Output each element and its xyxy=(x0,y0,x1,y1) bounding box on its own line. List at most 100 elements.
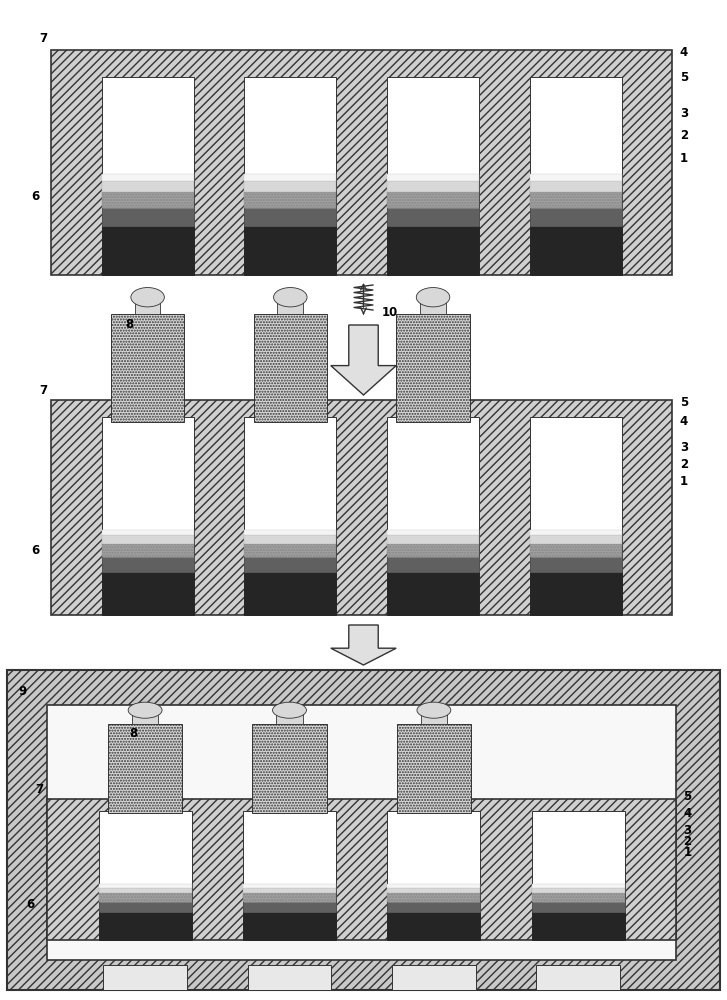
Text: 1: 1 xyxy=(680,151,688,164)
Text: 3: 3 xyxy=(680,107,688,120)
Bar xyxy=(244,180,337,192)
Bar xyxy=(531,902,624,912)
Bar xyxy=(387,535,479,544)
Bar xyxy=(244,530,337,535)
Bar xyxy=(531,888,624,893)
Text: 4: 4 xyxy=(680,46,688,59)
Bar xyxy=(99,888,192,893)
Text: 7: 7 xyxy=(39,384,47,397)
Bar xyxy=(254,314,327,422)
Bar xyxy=(99,912,192,940)
Bar xyxy=(102,417,193,615)
Bar xyxy=(103,965,187,990)
Bar xyxy=(99,902,192,912)
Bar xyxy=(51,400,672,615)
Bar xyxy=(530,174,622,180)
Bar xyxy=(387,77,479,275)
Text: 2: 2 xyxy=(680,129,688,142)
Text: 6: 6 xyxy=(32,544,40,557)
Bar xyxy=(397,724,471,813)
Bar xyxy=(387,174,479,180)
Text: 2: 2 xyxy=(680,458,688,471)
Bar xyxy=(102,544,193,557)
Bar xyxy=(244,572,337,615)
Ellipse shape xyxy=(417,288,450,307)
Bar xyxy=(102,208,193,226)
Bar xyxy=(248,965,332,990)
Polygon shape xyxy=(331,325,396,395)
Bar xyxy=(387,811,481,940)
Bar xyxy=(99,884,192,888)
Text: 4: 4 xyxy=(680,415,688,428)
Bar xyxy=(530,572,622,615)
Ellipse shape xyxy=(128,702,162,718)
Bar xyxy=(7,670,720,990)
Ellipse shape xyxy=(417,702,451,718)
Bar xyxy=(530,557,622,572)
Bar xyxy=(387,884,481,888)
Bar xyxy=(530,208,622,226)
Bar xyxy=(396,314,470,422)
Text: 6: 6 xyxy=(26,898,34,911)
Bar xyxy=(420,301,446,314)
Bar xyxy=(102,572,193,615)
Text: 10: 10 xyxy=(382,306,398,318)
Polygon shape xyxy=(331,625,396,665)
Bar xyxy=(387,572,479,615)
Ellipse shape xyxy=(273,288,307,307)
Bar xyxy=(134,301,161,314)
Ellipse shape xyxy=(131,288,164,307)
Bar xyxy=(244,544,337,557)
Text: 3: 3 xyxy=(680,441,688,454)
Bar xyxy=(387,912,481,940)
Bar xyxy=(387,902,481,912)
Bar xyxy=(530,530,622,535)
Text: 7: 7 xyxy=(39,32,47,45)
Text: 1: 1 xyxy=(683,846,691,859)
Bar xyxy=(387,226,479,275)
Bar xyxy=(531,912,624,940)
Bar xyxy=(252,724,326,813)
Bar xyxy=(102,174,193,180)
Text: 3: 3 xyxy=(683,824,691,837)
Bar xyxy=(102,226,193,275)
Bar xyxy=(244,226,337,275)
Bar xyxy=(537,965,620,990)
Bar xyxy=(530,180,622,192)
Bar xyxy=(244,557,337,572)
Bar xyxy=(102,77,193,275)
Bar xyxy=(243,902,336,912)
Text: 5: 5 xyxy=(680,71,688,84)
Bar xyxy=(102,192,193,208)
Bar xyxy=(47,705,676,960)
Bar xyxy=(243,912,336,940)
Bar xyxy=(530,192,622,208)
Text: 1: 1 xyxy=(680,475,688,488)
Bar xyxy=(243,884,336,888)
Bar xyxy=(244,417,337,615)
Text: 7: 7 xyxy=(36,783,44,796)
Bar xyxy=(132,713,158,724)
Bar xyxy=(278,301,303,314)
Text: 5: 5 xyxy=(680,396,688,409)
Bar xyxy=(531,884,624,888)
Bar xyxy=(244,77,337,275)
Bar xyxy=(111,314,185,422)
Bar xyxy=(102,530,193,535)
Bar xyxy=(387,557,479,572)
Bar xyxy=(392,965,475,990)
Bar xyxy=(421,713,447,724)
Bar xyxy=(243,888,336,893)
Text: 2: 2 xyxy=(683,835,691,848)
Bar xyxy=(108,724,182,813)
Bar xyxy=(47,799,676,940)
Text: 9: 9 xyxy=(18,685,26,698)
Bar xyxy=(387,180,479,192)
Text: 8: 8 xyxy=(129,727,138,740)
Bar xyxy=(530,77,622,275)
Bar xyxy=(530,535,622,544)
Bar xyxy=(244,208,337,226)
Bar xyxy=(387,417,479,615)
Bar xyxy=(530,226,622,275)
Bar xyxy=(102,535,193,544)
